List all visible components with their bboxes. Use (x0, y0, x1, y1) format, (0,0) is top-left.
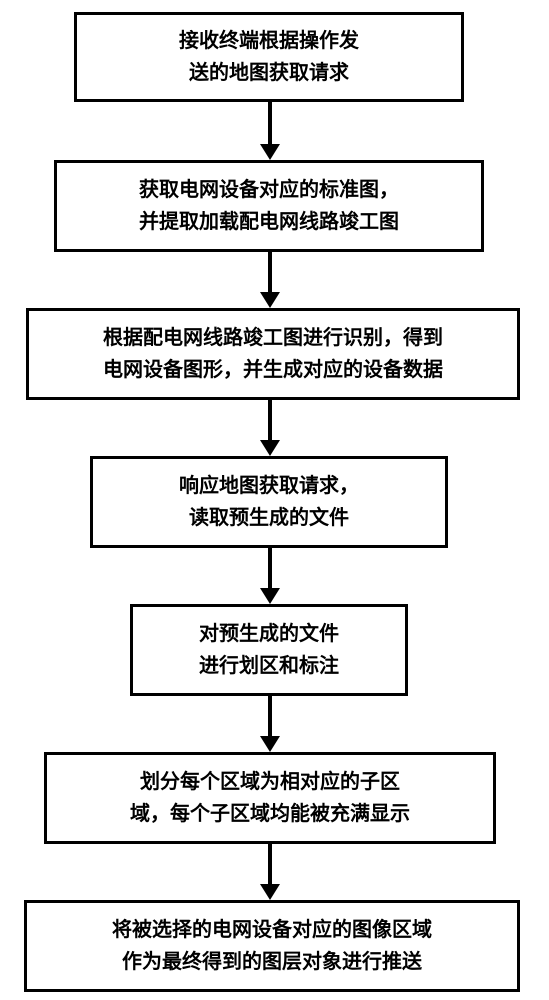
flowchart-node-7: 将被选择的电网设备对应的图像区域作为最终得到的图层对象进行推送 (24, 900, 520, 992)
arrow-head-4 (260, 588, 280, 604)
node-text: 根据配电网线路竣工图进行识别，得到电网设备图形，并生成对应的设备数据 (103, 322, 443, 386)
node-text: 将被选择的电网设备对应的图像区域作为最终得到的图层对象进行推送 (112, 914, 432, 978)
arrow-head-6 (260, 884, 280, 900)
flowchart-container: 接收终端根据操作发送的地图获取请求获取电网设备对应的标准图，并提取加载配电网线路… (0, 0, 549, 1000)
node-text: 接收终端根据操作发送的地图获取请求 (179, 25, 359, 89)
arrow-head-5 (260, 736, 280, 752)
flowchart-node-1: 接收终端根据操作发送的地图获取请求 (74, 12, 464, 102)
arrow-stem-2 (268, 252, 272, 292)
arrow-stem-3 (268, 400, 272, 440)
node-text: 响应地图获取请求，读取预生成的文件 (179, 470, 359, 534)
node-text: 对预生成的文件进行划区和标注 (199, 618, 339, 682)
flowchart-node-4: 响应地图获取请求，读取预生成的文件 (90, 456, 448, 548)
flowchart-node-3: 根据配电网线路竣工图进行识别，得到电网设备图形，并生成对应的设备数据 (26, 308, 520, 400)
node-text: 获取电网设备对应的标准图，并提取加载配电网线路竣工图 (139, 174, 399, 238)
node-text: 划分每个区域为相对应的子区域，每个子区域均能被充满显示 (130, 766, 410, 830)
arrow-stem-1 (268, 102, 272, 144)
flowchart-node-5: 对预生成的文件进行划区和标注 (130, 604, 408, 696)
flowchart-node-2: 获取电网设备对应的标准图，并提取加载配电网线路竣工图 (54, 160, 484, 252)
flowchart-node-6: 划分每个区域为相对应的子区域，每个子区域均能被充满显示 (44, 752, 496, 844)
arrow-head-3 (260, 440, 280, 456)
arrow-stem-5 (268, 696, 272, 736)
arrow-head-2 (260, 292, 280, 308)
arrow-stem-6 (268, 844, 272, 884)
arrow-stem-4 (268, 548, 272, 588)
arrow-head-1 (260, 144, 280, 160)
